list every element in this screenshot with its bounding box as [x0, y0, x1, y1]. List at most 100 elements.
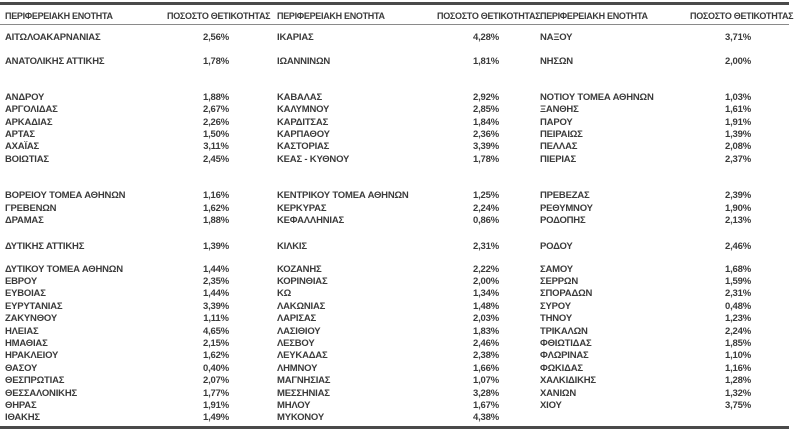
value-cell: 2,46%	[473, 338, 499, 350]
region-cell: ΝΑΞΟΥ	[540, 32, 573, 43]
value-cell: 0,40%	[203, 362, 229, 374]
value-cell: 1,23%	[725, 313, 751, 325]
value-cell: 0,86%	[473, 214, 499, 226]
value-cell: 1,39%	[203, 241, 229, 253]
region-cell: ΗΛΕΙΑΣ	[5, 325, 39, 337]
table-row: ΗΛΕΙΑΣ 4,65% ΛΑΣΙΘΙΟΥ 1,83% ΤΡΙΚΑΛΩΝ 2,24%	[0, 326, 800, 338]
value-cell: 1,44%	[203, 288, 229, 300]
table-row: ΔΡΑΜΑΣ 1,88% ΚΕΦΑΛΛΗΝΙΑΣ 0,86% ΡΟΔΟΠΗΣ 2,13%	[0, 215, 800, 227]
value-cell: 1,62%	[203, 202, 229, 214]
value-cell	[690, 412, 786, 424]
region-cell: ΞΑΝΘΗΣ	[540, 104, 579, 116]
region-cell: ΗΡΑΚΛΕΙΟΥ	[5, 350, 59, 362]
table-row: ΑΙΤΩΛΟΑΚΑΡΝΑΝΙΑΣ 2,56% ΙΚΑΡΙΑΣ 4,28% ΝΑΞΟΥ 3,…	[0, 32, 800, 44]
region-cell: ΑΧΑΪΑΣ	[5, 141, 40, 153]
value-cell: 2,03%	[473, 313, 499, 325]
value-cell: 1,59%	[725, 276, 751, 288]
table-group-spacer	[0, 227, 800, 241]
region-header-1: ΠΕΡΙΦΕΡΕΙΑΚΗ ΕΝΟΤΗΤΑ	[5, 11, 113, 21]
region-cell: ΜΥΚΟΝΟΥ	[277, 412, 324, 424]
region-cell: ΚΑΛΥΜΝΟΥ	[277, 104, 330, 116]
region-header-2: ΠΕΡΙΦΕΡΕΙΑΚΗ ΕΝΟΤΗΤΑ	[277, 11, 385, 21]
region-cell: ΛΕΣΒΟΥ	[277, 338, 315, 350]
value-cell: 1,81%	[473, 56, 499, 68]
region-cell: ΚΕΑΣ - ΚΥΘΝΟΥ	[277, 153, 350, 165]
table-row: ΗΡΑΚΛΕΙΟΥ 1,62% ΛΕΥΚΑΔΑΣ 2,38% ΦΛΩΡΙΝΑΣ 1,10%	[0, 350, 800, 362]
region-cell: ΧΑΛΚΙΔΙΚΗΣ	[540, 375, 596, 387]
region-cell: ΚΕΦΑΛΛΗΝΙΑΣ	[277, 214, 344, 226]
table-row: ΘΕΣΠΡΩΤΙΑΣ 2,07% ΜΑΓΝΗΣΙΑΣ 1,07% ΧΑΛΚΙΔΙΚΗΣ 1…	[0, 375, 800, 387]
region-cell: ΠΙΕΡΙΑΣ	[540, 153, 576, 165]
region-cell: ΕΥΡΥΤΑΝΙΑΣ	[5, 300, 63, 312]
value-cell: 2,36%	[473, 128, 499, 140]
region-cell: ΣΠΟΡΑΔΩΝ	[540, 288, 593, 300]
region-cell	[535, 412, 690, 424]
region-cell: ΤΡΙΚΑΛΩΝ	[540, 325, 588, 337]
table-row: ΗΜΑΘΙΑΣ 2,15% ΛΕΣΒΟΥ 2,46% ΦΘΙΩΤΙΔΑΣ 1,85%	[0, 338, 800, 350]
region-cell: ΘΑΣΟΥ	[5, 362, 38, 374]
region-cell: ΜΑΓΝΗΣΙΑΣ	[277, 375, 331, 387]
region-cell: ΑΡΤΑΣ	[5, 128, 35, 140]
region-cell: ΔΥΤΙΚΟΥ ΤΟΜΕΑ ΑΘΗΝΩΝ	[5, 263, 123, 275]
region-cell: ΠΑΡΟΥ	[540, 116, 573, 128]
region-cell: ΒΟΙΩΤΙΑΣ	[5, 153, 49, 165]
value-cell: 1,90%	[725, 202, 751, 214]
region-cell: ΑΝΑΤΟΛΙΚΗΣ ΑΤΤΙΚΗΣ	[5, 56, 105, 68]
value-cell: 1,49%	[203, 412, 229, 424]
region-cell: ΚΕΝΤΡΙΚΟΥ ΤΟΜΕΑ ΑΘΗΝΩΝ	[277, 190, 409, 202]
value-cell: 2,67%	[203, 104, 229, 116]
region-cell: ΧΙΟΥ	[540, 399, 562, 411]
value-cell: 1,03%	[725, 91, 751, 103]
region-cell: ΚΟΡΙΝΘΙΑΣ	[277, 276, 328, 288]
region-cell: ΛΑΣΙΘΙΟΥ	[277, 325, 321, 337]
value-cell: 1,66%	[473, 362, 499, 374]
table-top-rule	[0, 2, 789, 5]
table-row: ΕΥΡΥΤΑΝΙΑΣ 3,39% ΛΑΚΩΝΙΑΣ 1,48% ΣΥΡΟΥ 0,48%	[0, 301, 800, 313]
table-row: ΔΥΤΙΚΗΣ ΑΤΤΙΚΗΣ 1,39% ΚΙΛΚΙΣ 2,31% ΡΟΔΟΥ 2,46…	[0, 241, 800, 253]
region-cell: ΔΥΤΙΚΗΣ ΑΤΤΙΚΗΣ	[5, 241, 85, 253]
value-cell: 2,38%	[473, 350, 499, 362]
table-body: ΑΙΤΩΛΟΑΚΑΡΝΑΝΙΑΣ 2,56% ΙΚΑΡΙΑΣ 4,28% ΝΑΞΟΥ 3,…	[0, 25, 800, 425]
region-cell: ΣΕΡΡΩΝ	[540, 276, 578, 288]
value-cell: 2,00%	[473, 276, 499, 288]
region-cell: ΦΘΙΩΤΙΔΑΣ	[540, 338, 592, 350]
value-cell: 1,67%	[473, 399, 499, 411]
value-cell: 2,07%	[203, 375, 229, 387]
value-cell: 4,38%	[473, 412, 499, 424]
value-cell: 1,11%	[203, 313, 229, 325]
region-cell: ΛΗΜΝΟΥ	[277, 362, 318, 374]
table-group-spacer	[0, 254, 800, 264]
region-cell: ΠΕΙΡΑΙΩΣ	[540, 128, 583, 140]
region-cell: ΠΕΛΛΑΣ	[540, 141, 578, 153]
value-cell: 1,91%	[203, 399, 229, 411]
value-cell: 2,85%	[473, 104, 499, 116]
region-cell: ΡΕΘΥΜΝΟΥ	[540, 202, 593, 214]
region-cell: ΔΡΑΜΑΣ	[5, 214, 44, 226]
table-header-row: ΠΕΡΙΦΕΡΕΙΑΚΗ ΕΝΟΤΗΤΑ ΠΟΣΟΣΤΟ ΘΕΤΙΚΟΤΗΤΑΣ…	[0, 5, 794, 25]
value-cell: 3,11%	[203, 141, 229, 153]
value-cell: 1,78%	[203, 56, 229, 68]
region-cell: ΚΑΡΠΑΘΟΥ	[277, 128, 330, 140]
value-cell: 1,68%	[725, 263, 751, 275]
value-cell: 3,39%	[473, 141, 499, 153]
table-row: ΔΥΤΙΚΟΥ ΤΟΜΕΑ ΑΘΗΝΩΝ 1,44% ΚΟΖΑΝΗΣ 2,22% ΣΑΜ…	[0, 264, 800, 276]
value-cell: 2,37%	[725, 153, 751, 165]
table-row: ΘΕΣΣΑΛΟΝΙΚΗΣ 1,77% ΜΕΣΣΗΝΙΑΣ 3,28% ΧΑΝΙΩΝ 1,3…	[0, 388, 800, 400]
table-group-spacer	[0, 69, 800, 92]
region-cell: ΝΗΣΩΝ	[540, 56, 573, 68]
value-cell: 1,61%	[725, 104, 751, 116]
value-cell: 1,16%	[725, 362, 751, 374]
value-cell: 2,56%	[203, 32, 229, 43]
value-cell: 1,85%	[725, 338, 751, 350]
region-cell: ΑΡΚΑΔΙΑΣ	[5, 116, 53, 128]
region-cell: ΘΕΣΣΑΛΟΝΙΚΗΣ	[5, 387, 77, 399]
table-row: ΖΑΚΥΝΘΟΥ 1,11% ΛΑΡΙΣΑΣ 2,03% ΤΗΝΟΥ 1,23%	[0, 313, 800, 325]
value-cell: 1,77%	[203, 387, 229, 399]
value-cell: 1,78%	[473, 153, 499, 165]
table-row: ΘΗΡΑΣ 1,91% ΜΗΛΟΥ 1,67% ΧΙΟΥ 3,75%	[0, 400, 800, 412]
value-cell: 1,84%	[473, 116, 499, 128]
region-cell: ΠΡΕΒΕΖΑΣ	[540, 190, 590, 202]
region-cell: ΛΑΚΩΝΙΑΣ	[277, 300, 326, 312]
region-cell: ΡΟΔΟΠΗΣ	[540, 214, 586, 226]
value-cell: 1,16%	[203, 190, 229, 202]
